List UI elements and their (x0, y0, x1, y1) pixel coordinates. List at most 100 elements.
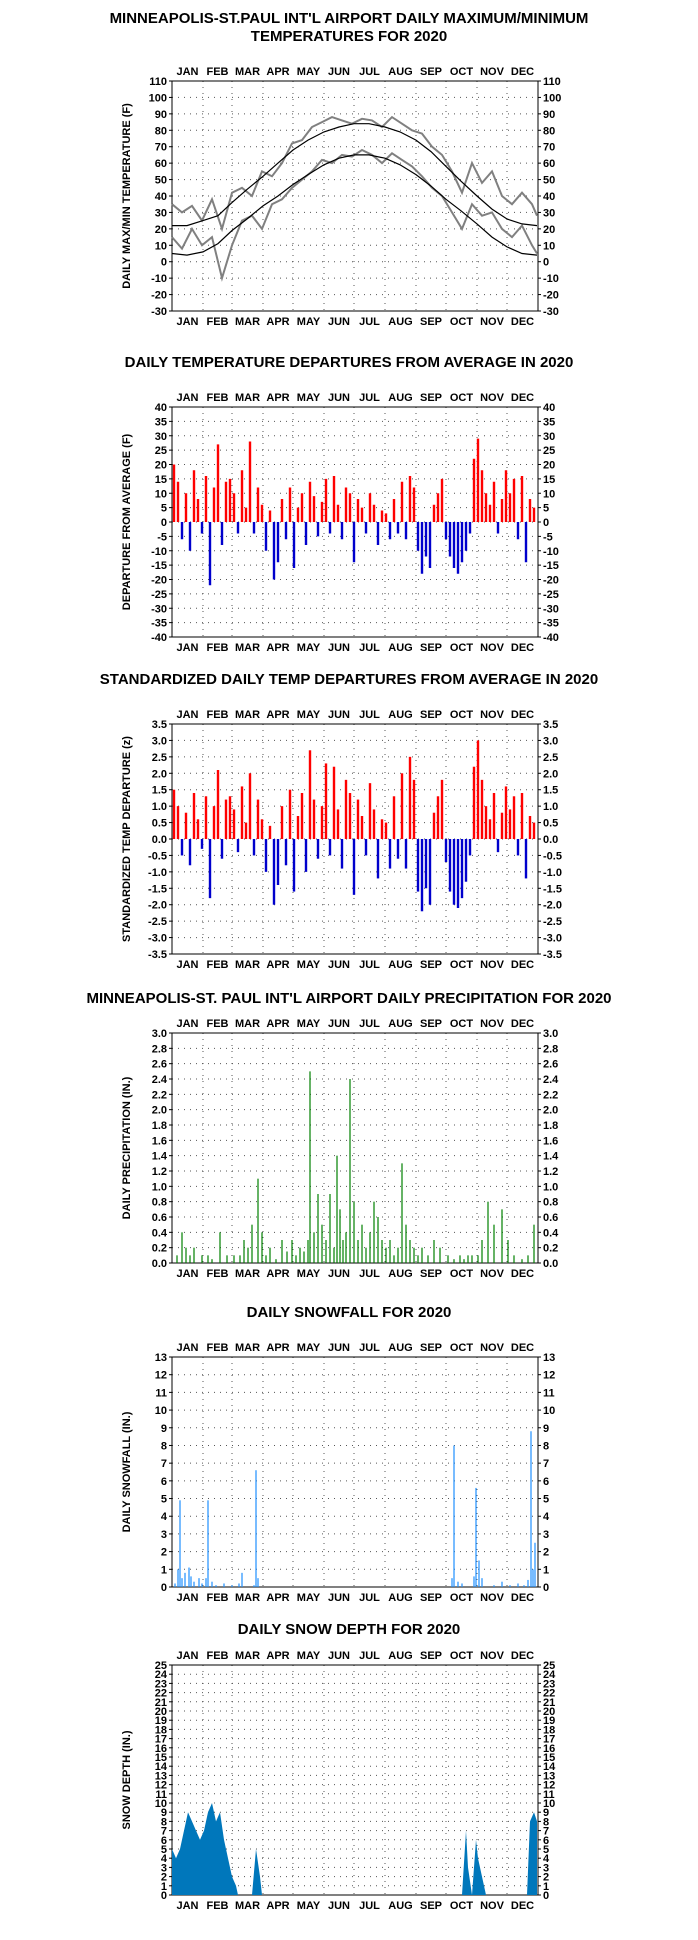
y-tick-label-right: 12 (543, 1780, 555, 1792)
departure-bar (200, 522, 204, 534)
month-label-top: MAY (297, 1342, 321, 1354)
y-tick-label-right: -35 (543, 618, 559, 630)
y-axis-label: SNOW DEPTH (IN.) (121, 1730, 133, 1829)
departure-bar (464, 839, 468, 882)
snow-depth-area (172, 1803, 537, 1895)
y-tick-label-left: 13 (155, 1352, 167, 1364)
y-tick-label-left: 1.5 (152, 785, 167, 797)
y-tick-label-left: 2.8 (152, 1043, 167, 1055)
y-tick-label-left: 2.0 (152, 1105, 167, 1117)
departure-bar (216, 770, 220, 839)
departure-bar (456, 839, 460, 908)
y-tick-label-left: 50 (155, 175, 167, 187)
y-tick-label-left: 9 (161, 1423, 167, 1435)
departure-bar (252, 839, 256, 856)
month-label-bottom: SEP (420, 316, 442, 328)
departure-bar (496, 839, 500, 853)
month-label-top: JUL (359, 392, 380, 404)
departure-bar (268, 825, 272, 839)
y-tick-label-left: 0.8 (152, 1197, 167, 1209)
month-label-top: NOV (480, 66, 505, 78)
month-label-bottom: OCT (450, 642, 474, 654)
y-tick-label-right: 2.4 (543, 1074, 559, 1086)
departure-bar (484, 493, 488, 522)
departure-bar (528, 499, 532, 522)
y-tick-label-left: 4 (161, 1511, 168, 1523)
y-tick-label-right: 6 (543, 1835, 549, 1847)
departure-bar (336, 504, 340, 522)
month-label-bottom: APR (266, 959, 289, 971)
departure-bar (396, 522, 400, 534)
y-tick-label-right: 17 (543, 1734, 555, 1746)
y-tick-label-right: 1.8 (543, 1120, 558, 1132)
month-label-bottom: NOV (480, 1268, 505, 1280)
y-tick-label-right: 0 (543, 1890, 549, 1902)
y-tick-label-left: 14 (155, 1761, 168, 1773)
departure-bar (352, 522, 356, 563)
month-label-bottom: FEB (207, 1592, 229, 1604)
departure-bar (176, 806, 180, 839)
departure-bar (212, 487, 216, 522)
y-tick-label-left: 30 (155, 431, 167, 443)
y-tick-label-left: -30 (151, 603, 167, 615)
y-tick-label-right: 10 (543, 488, 555, 500)
y-tick-label-right: 1 (543, 1564, 549, 1576)
y-tick-label-right: 30 (543, 431, 555, 443)
departure-bar (420, 522, 424, 574)
y-tick-label-left: 0 (161, 257, 167, 269)
y-tick-label-right: 0 (543, 1582, 549, 1594)
departure-bar (300, 493, 304, 522)
departures-title: DAILY TEMPERATURE DEPARTURES FROM AVERAG… (124, 354, 574, 371)
y-tick-label-right: 9 (543, 1423, 549, 1435)
temps-title: MINNEAPOLIS-ST.PAUL INT'L AIRPORT DAILY … (109, 10, 589, 45)
y-tick-label-right: 3.0 (543, 735, 558, 747)
y-tick-label-right: 110 (543, 76, 561, 88)
y-tick-label-left: 80 (155, 125, 167, 137)
departure-bar (360, 816, 364, 839)
y-tick-label-right: -2.0 (543, 900, 562, 912)
y-tick-label-left: 21 (155, 1697, 167, 1709)
departure-bar (292, 522, 296, 568)
y-tick-label-right: -25 (543, 589, 559, 601)
y-tick-label-right: 13 (543, 1352, 555, 1364)
month-label-top: SEP (420, 392, 442, 404)
departure-bar (444, 839, 448, 862)
y-tick-label-right: 1 (543, 1881, 549, 1893)
y-tick-label-left: 3 (161, 1529, 167, 1541)
departure-bar (460, 839, 464, 899)
departure-bar (276, 839, 280, 885)
y-tick-label-left: 2.4 (152, 1074, 168, 1086)
y-tick-label-left: 1.4 (152, 1151, 168, 1163)
y-tick-label-left: 10 (155, 240, 167, 252)
y-tick-label-right: 30 (543, 207, 555, 219)
y-tick-label-left: -15 (151, 560, 167, 572)
month-label-bottom: APR (266, 1268, 289, 1280)
month-label-top: MAR (235, 709, 260, 721)
y-tick-label-left: 22 (155, 1688, 167, 1700)
month-label-bottom: MAR (235, 1268, 260, 1280)
month-label-bottom: MAR (235, 1900, 260, 1912)
departure-bar (240, 786, 244, 839)
departure-bar (280, 806, 284, 839)
departure-bar (452, 522, 456, 568)
departure-bar (472, 458, 476, 522)
y-tick-label-right: -20 (543, 575, 559, 587)
departure-bar (300, 793, 304, 839)
departure-bar (508, 493, 512, 522)
departure-bar (412, 779, 416, 839)
month-label-bottom: APR (266, 316, 289, 328)
y-tick-label-right: 1.4 (543, 1151, 559, 1163)
y-tick-label-right: 3 (543, 1862, 549, 1874)
departure-bar (500, 499, 504, 522)
y-tick-label-left: 0.2 (152, 1243, 167, 1255)
y-tick-label-right: 2 (543, 1872, 549, 1884)
y-tick-label-left: 1 (161, 1881, 167, 1893)
departure-bar (172, 789, 176, 839)
departure-bar (432, 504, 436, 522)
y-tick-label-left: -1.5 (148, 883, 167, 895)
month-label-top: OCT (450, 1018, 474, 1030)
month-label-top: JUL (359, 1018, 380, 1030)
departure-bar (304, 839, 308, 872)
departure-bar (392, 499, 396, 522)
